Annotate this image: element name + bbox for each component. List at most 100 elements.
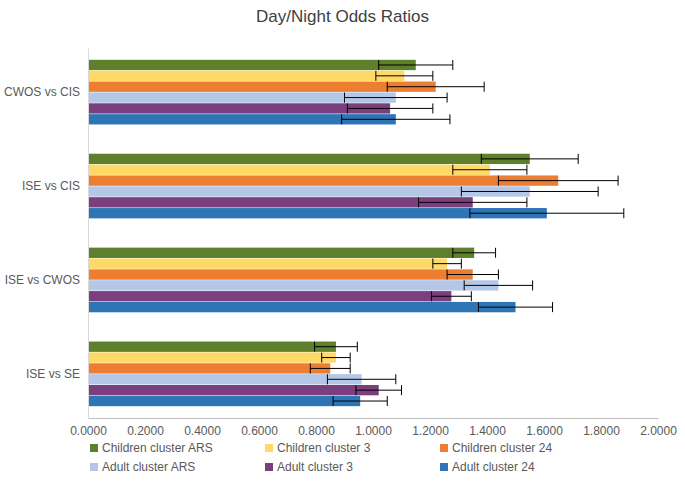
- error-line: [453, 252, 496, 253]
- error-line: [431, 296, 471, 297]
- error-bar: [310, 363, 350, 373]
- bar: [88, 269, 473, 279]
- error-cap: [333, 396, 334, 406]
- error-cap: [432, 71, 433, 81]
- error-bar: [464, 280, 532, 290]
- bar: [88, 363, 330, 373]
- legend-swatch: [440, 444, 448, 452]
- error-bar: [453, 165, 527, 175]
- error-cap: [464, 280, 465, 290]
- error-bar: [379, 60, 453, 70]
- axis-line: [88, 49, 89, 419]
- bar: [88, 258, 447, 268]
- legend-swatch: [90, 463, 98, 471]
- tick: CWOS vs CIS: [4, 85, 88, 99]
- bar: [88, 103, 390, 113]
- plot: 0.0000 0.2000 0.4000 0.6000 0.8000 1.0000 1.20…: [4, 49, 677, 438]
- legend-label: Adult cluster 3: [277, 460, 353, 474]
- error-cap: [378, 60, 379, 70]
- error-cap: [447, 93, 448, 103]
- error-bar: [419, 197, 527, 207]
- tick-label: 0.4000: [184, 424, 221, 438]
- tick-label: ISE vs CWOS: [5, 273, 80, 287]
- error-cap: [578, 154, 579, 164]
- error-cap: [347, 103, 348, 113]
- error-cap: [461, 259, 462, 269]
- bar: [88, 385, 379, 395]
- series: [88, 103, 527, 395]
- series: [88, 82, 618, 374]
- bar: [88, 342, 336, 352]
- tick: 1.2000: [412, 418, 449, 438]
- legend-item: Adult cluster 3: [265, 460, 353, 474]
- error-bar: [342, 114, 450, 124]
- error-cap: [471, 291, 472, 301]
- tick-label: 0.6000: [241, 424, 278, 438]
- y-axis: CWOS vs CIS ISE vs CIS ISE vs CWOS ISE vs S…: [4, 49, 89, 419]
- tick-label: 2.0000: [640, 424, 677, 438]
- tick: 0.0000: [70, 418, 107, 438]
- error-line: [322, 357, 351, 358]
- error-cap: [452, 60, 453, 70]
- error-cap: [447, 270, 448, 280]
- error-line: [327, 379, 395, 380]
- tick-label: ISE vs SE: [26, 367, 80, 381]
- error-cap: [469, 208, 470, 218]
- error-cap: [449, 114, 450, 124]
- error-cap: [461, 186, 462, 196]
- tick-label: 0.0000: [70, 424, 107, 438]
- error-cap: [418, 197, 419, 207]
- error-bar: [447, 270, 498, 280]
- error-line: [356, 390, 402, 391]
- error-line: [447, 274, 498, 275]
- tick: 0.2000: [127, 418, 164, 438]
- error-cap: [314, 342, 315, 352]
- tick-label: ISE vs CIS: [22, 179, 80, 193]
- error-bar: [327, 374, 395, 384]
- bar: [88, 71, 404, 81]
- error-cap: [431, 291, 432, 301]
- error-line: [345, 97, 448, 98]
- error-cap: [481, 154, 482, 164]
- error-bar: [470, 208, 624, 218]
- tick: 1.8000: [583, 418, 620, 438]
- legend: Children cluster ARSChildren cluster 3Ch…: [90, 441, 552, 474]
- tick-label: 1.2000: [412, 424, 449, 438]
- error-line: [461, 191, 598, 192]
- bar: [88, 60, 416, 70]
- error-bar: [431, 291, 471, 301]
- legend-swatch: [265, 444, 273, 452]
- legend-item: Children cluster ARS: [90, 441, 213, 455]
- tick-label: 1.4000: [469, 424, 506, 438]
- legend-label: Children cluster 3: [277, 441, 371, 455]
- error-line: [453, 169, 527, 170]
- tick: 2.0000: [640, 418, 677, 438]
- legend-item: Adult cluster ARS: [90, 460, 195, 474]
- error-cap: [623, 208, 624, 218]
- error-line: [387, 86, 484, 87]
- tick-label: 0.8000: [298, 424, 335, 438]
- bar: [88, 302, 516, 312]
- error-bar: [433, 259, 462, 269]
- series: [88, 92, 598, 384]
- error-bar: [315, 342, 358, 352]
- tick-label: 0.2000: [127, 424, 164, 438]
- series: [88, 60, 578, 352]
- error-cap: [395, 374, 396, 384]
- legend-swatch: [265, 463, 273, 471]
- error-cap: [321, 353, 322, 363]
- legend-item: Children cluster 3: [265, 441, 371, 455]
- tick: 1.4000: [469, 418, 506, 438]
- tick: 0.8000: [298, 418, 335, 438]
- tick-label: 1.0000: [355, 424, 392, 438]
- error-bar: [333, 396, 387, 406]
- error-line: [342, 119, 450, 120]
- bar: [88, 82, 436, 92]
- error-cap: [432, 103, 433, 113]
- error-cap: [478, 302, 479, 312]
- error-cap: [495, 248, 496, 258]
- error-line: [433, 263, 462, 264]
- tick: ISE vs CIS: [22, 179, 88, 193]
- error-cap: [598, 186, 599, 196]
- error-cap: [452, 165, 453, 175]
